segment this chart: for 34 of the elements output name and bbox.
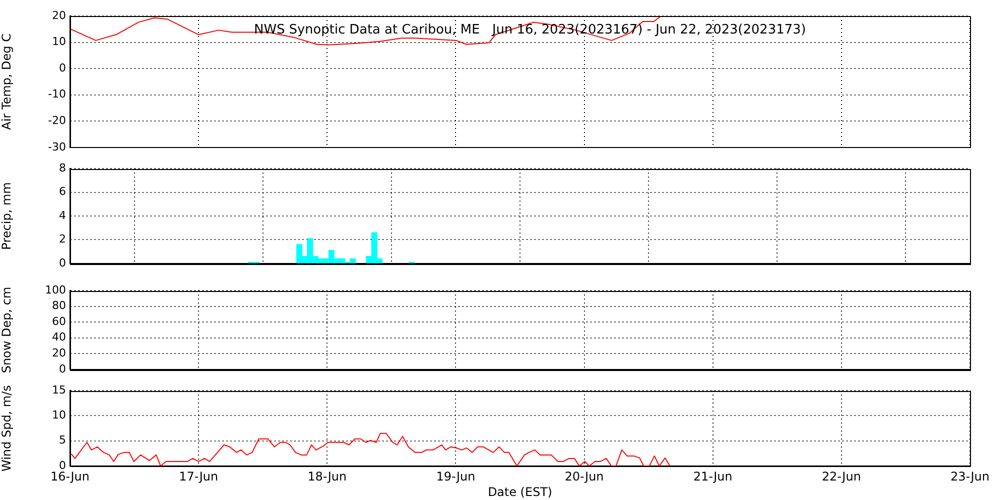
x-tick-label: 17-Jun bbox=[179, 469, 218, 484]
x-tick-label: 18-Jun bbox=[308, 469, 347, 484]
y-tick-label: -10 bbox=[48, 88, 66, 101]
y-tick-label: 0 bbox=[59, 362, 66, 376]
y-tick-label: 10 bbox=[52, 35, 66, 48]
y-tick-label: 0 bbox=[59, 458, 66, 472]
x-tick-label: 23-Jun bbox=[950, 469, 990, 484]
y-tick-label: 4 bbox=[59, 208, 66, 222]
y-tick-label: 0 bbox=[59, 61, 66, 74]
y-tick-label: 60 bbox=[52, 314, 66, 328]
y-axis-title: Snow Dep, cm bbox=[0, 286, 14, 374]
y-tick-label: -20 bbox=[48, 114, 66, 127]
y-tick-label: 0 bbox=[59, 256, 66, 270]
x-axis-title: Date (EST) bbox=[488, 484, 552, 499]
y-tick-label: -30 bbox=[48, 140, 66, 154]
x-tick-label: 20-Jun bbox=[564, 469, 604, 484]
y-tick-label: 2 bbox=[59, 232, 66, 246]
y-tick-label: 10 bbox=[52, 408, 66, 422]
x-tick-label: 21-Jun bbox=[693, 469, 732, 484]
y-tick-label: 6 bbox=[59, 185, 66, 198]
y-axis-title: Air Temp, Deg C bbox=[0, 34, 14, 130]
y-tick-label: 20 bbox=[52, 346, 66, 360]
x-tick-label: 19-Jun bbox=[436, 469, 476, 484]
y-tick-label: 5 bbox=[59, 434, 66, 447]
y-tick-label: 40 bbox=[52, 330, 66, 344]
y-tick-label: 100 bbox=[45, 283, 66, 296]
y-tick-label: 8 bbox=[59, 161, 66, 174]
x-tick-label: 22-Jun bbox=[822, 469, 861, 484]
y-tick-label: 80 bbox=[52, 299, 66, 312]
y-axis-title: Precip, mm bbox=[0, 182, 14, 250]
y-tick-label: 20 bbox=[52, 8, 66, 22]
y-tick-label: 15 bbox=[52, 383, 66, 396]
x-tick-label: 16-Jun bbox=[50, 469, 90, 484]
y-axis-title: Wind Spd, m/s bbox=[0, 385, 14, 472]
